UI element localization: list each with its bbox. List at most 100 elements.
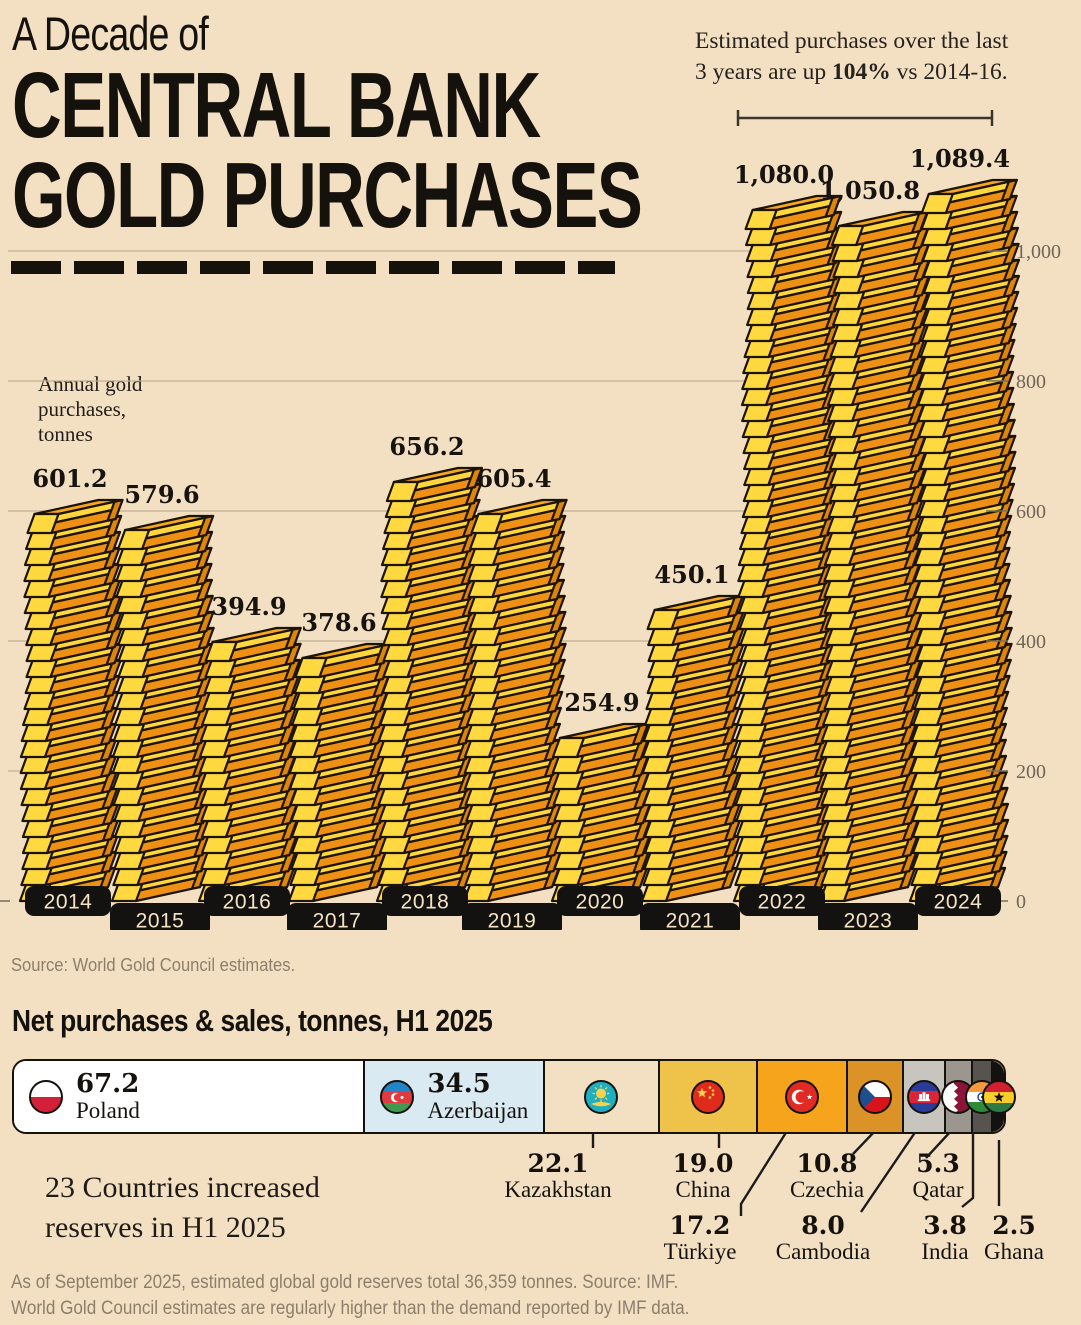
- bar-2014: [18, 498, 124, 903]
- year-chip-label: 2017: [313, 910, 362, 931]
- title-line2: CENTRAL BANK: [12, 53, 541, 157]
- country-value: 3.8: [923, 1211, 967, 1240]
- page-title: A Decade of CENTRAL BANK GOLD PURCHASES: [12, 7, 862, 247]
- year-chip: [739, 886, 825, 916]
- year-chip-label: 2014: [44, 891, 93, 914]
- country-name: China: [675, 1177, 731, 1202]
- year-chip-label: 2023: [844, 910, 893, 931]
- country-value: 8.0: [801, 1211, 845, 1240]
- axis-tick-label: 800: [1016, 371, 1046, 393]
- year-chip: [110, 903, 210, 930]
- bar-value-label: 394.9: [211, 592, 286, 621]
- bar-2022: [732, 194, 845, 903]
- chart-axis-title: Annual gold purchases, tonnes: [38, 372, 143, 446]
- title-underline-dashes: [11, 261, 615, 274]
- year-chip: [557, 886, 643, 916]
- segment-poland: 67.2 Poland: [14, 1061, 364, 1132]
- country-value: 2.5: [992, 1211, 1036, 1240]
- country-name: India: [921, 1239, 969, 1264]
- flag-kazakhstan-icon: [584, 1079, 619, 1114]
- flag-ghana-icon: [981, 1079, 1016, 1114]
- footnote-line2: World Gold Council estimates are regular…: [11, 1298, 690, 1319]
- country-value: 19.0: [672, 1149, 734, 1178]
- callout-cambodia: 8.0 Cambodia: [776, 1212, 871, 1265]
- year-chip: [462, 903, 562, 930]
- country-name: Azerbaijan: [427, 1097, 529, 1123]
- section-heading: Net purchases & sales, tonnes, H1 2025: [12, 1003, 493, 1038]
- segment-cambodia: [902, 1061, 944, 1132]
- annotation-line2-post: vs 2014-16.: [890, 59, 1008, 85]
- axis-tick-label: 200: [1016, 761, 1046, 783]
- bar-2019: [462, 498, 568, 903]
- note-line2: reserves in H1 2025: [45, 1211, 286, 1244]
- year-chip: [204, 886, 290, 916]
- bar-2017: [287, 642, 392, 903]
- footnote-line1: As of September 2025, estimated global g…: [11, 1272, 679, 1293]
- country-value: 10.8: [796, 1149, 858, 1178]
- axis-tick-label: 400: [1016, 631, 1046, 653]
- year-chip-label: 2016: [223, 891, 272, 914]
- callout-ghana: 2.5 Ghana: [984, 1212, 1044, 1265]
- country-value: 34.5: [427, 1068, 491, 1099]
- bar-value-label: 579.6: [124, 480, 199, 509]
- bar-2018: [375, 466, 483, 903]
- annotation-callout: Estimated purchases over the last 3 year…: [695, 26, 1067, 88]
- annotation-line1: Estimated purchases over the last: [695, 28, 1009, 54]
- bar-value-label: 1,089.4: [910, 144, 1010, 173]
- flag-china-icon: [691, 1079, 726, 1114]
- callout-china: 19.0 China: [673, 1150, 734, 1203]
- year-chip: [640, 903, 740, 930]
- year-chip: [915, 886, 1001, 916]
- year-chip-label: 2019: [488, 910, 537, 931]
- country-name: Poland: [76, 1097, 140, 1123]
- year-chip: [818, 903, 918, 930]
- year-chip-label: 2022: [758, 891, 807, 914]
- segment-ghana: [981, 1061, 1016, 1132]
- bar-value-label: 254.9: [564, 688, 639, 717]
- title-line3: GOLD PURCHASES: [12, 143, 643, 247]
- country-name: Ghana: [983, 1239, 1045, 1264]
- country-value: 17.2: [669, 1211, 731, 1240]
- year-chip-label: 2018: [401, 891, 450, 914]
- country-name: Qatar: [912, 1177, 964, 1202]
- bar-2023: [818, 210, 931, 903]
- country-stacked-bar: 67.2 Poland 34.5 Azerbaijan: [12, 1059, 1016, 1134]
- year-chip: [287, 903, 387, 930]
- segment-azerbaijan: 34.5 Azerbaijan: [363, 1061, 543, 1132]
- axis-tick-label: 0: [1016, 891, 1026, 913]
- year-chip-label: 2021: [666, 910, 715, 931]
- bar-2021: [640, 594, 745, 903]
- flag-czechia-icon: [857, 1079, 892, 1114]
- bar-2020: [550, 722, 652, 903]
- bar-value-label: 378.6: [301, 608, 376, 637]
- country-value: 5.3: [916, 1149, 960, 1178]
- flag-azerbaijan-icon: [380, 1079, 415, 1114]
- title-line1: A Decade of: [12, 7, 209, 60]
- segment-turkiye: [756, 1061, 846, 1132]
- callout-india: 3.8 India: [921, 1212, 968, 1265]
- flag-cambodia-icon: [906, 1079, 941, 1114]
- country-name: Cambodia: [775, 1239, 871, 1264]
- bar-2024: [908, 178, 1021, 903]
- bar-value-label: 1,050.8: [820, 176, 920, 205]
- annotation-percent: 104%: [832, 59, 891, 85]
- footnote: As of September 2025, estimated global g…: [11, 1270, 689, 1322]
- bar-value-label: 450.1: [654, 560, 729, 589]
- bar-2015: [110, 514, 215, 903]
- chart-source: Source: World Gold Council estimates.: [11, 955, 296, 975]
- country-value: 22.1: [527, 1149, 589, 1178]
- note-line1: 23 Countries increased: [45, 1171, 320, 1204]
- axis-tick-label: 1,000: [1016, 241, 1061, 263]
- callout-czechia: 10.8 Czechia: [790, 1150, 864, 1203]
- annotation-line2-pre: 3 years are up: [695, 59, 833, 85]
- gold-bar-chart: 0 200 400 600 800 1,000 2014 2015 2016 2017 2018 20…: [0, 144, 1061, 931]
- bar-value-label: 1,080.0: [734, 160, 834, 189]
- flag-poland-icon: [29, 1079, 63, 1114]
- country-name: Türkiye: [663, 1239, 737, 1264]
- bar-value-label: 656.2: [389, 432, 464, 461]
- axis-tick-label: 600: [1016, 501, 1046, 523]
- bar-value-label: 605.4: [476, 464, 551, 493]
- countries-note: 23 Countries increased reserves in H1 20…: [45, 1168, 320, 1248]
- bar-2016: [197, 626, 302, 903]
- year-chip: [25, 886, 111, 916]
